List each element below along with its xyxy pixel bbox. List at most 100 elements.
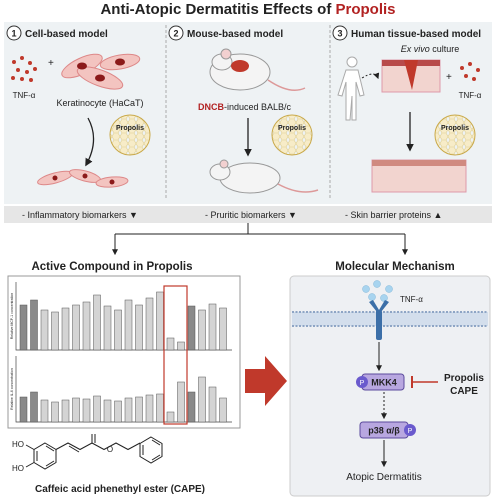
mini-chart-bars-part — [93, 395, 101, 423]
title-text: Anti-Atopic Dermatitis Effects of — [100, 1, 332, 18]
tnf-dots-part — [460, 66, 464, 70]
compound-name: Caffeic acid phenethyl ester (CAPE) — [35, 484, 205, 495]
mini-chart-bars-part — [72, 397, 80, 423]
axis-label: Relative IL-6 concentration — [10, 368, 14, 410]
atom-label: HO — [12, 440, 24, 449]
model-number: 1 — [11, 29, 16, 39]
mini-chart-bars-part — [19, 304, 28, 351]
culture-label: Ex vivo culture — [401, 44, 460, 54]
mini-chart-bars-part — [72, 304, 80, 351]
arrow — [361, 72, 380, 80]
tnf-dots-part — [468, 62, 472, 66]
stimulus-label: TNF-α — [459, 91, 482, 100]
mini-chart-bars-part — [219, 307, 227, 351]
mouse-icon-part — [219, 162, 281, 194]
mouse-icon-part — [231, 60, 249, 72]
keratinocytes-part — [115, 58, 125, 66]
phospho-badge — [356, 376, 368, 388]
mini-chart-bars-part — [61, 399, 70, 423]
number-badge — [332, 25, 348, 41]
tnf-dots-part — [472, 77, 476, 81]
wound — [404, 60, 418, 90]
mini-chart-bars-part — [40, 309, 49, 351]
mouse-icon-part — [267, 79, 306, 91]
highlight-box — [163, 285, 188, 425]
section-title: Molecular Mechanism — [335, 261, 455, 273]
treatment-label: Propolis — [116, 125, 144, 132]
mini-chart-bars-part — [103, 305, 112, 351]
mini-chart-bars-part — [19, 396, 28, 423]
keratinocytes — [61, 53, 141, 90]
cape-structure-part — [151, 454, 161, 461]
treated-cells — [37, 169, 129, 188]
human-icon-part — [346, 56, 358, 68]
mini-chart-bars — [19, 291, 227, 423]
atom-label: HO — [12, 464, 24, 473]
mini-chart-bars-part — [156, 393, 164, 423]
ligand-dots-part — [373, 280, 381, 288]
mini-chart-bars-part — [219, 397, 227, 423]
culture-italic: Ex vivo — [401, 44, 430, 54]
mini-chart-bars-part — [61, 307, 70, 351]
tnf-dots — [460, 62, 480, 81]
cape-structure-part — [139, 436, 163, 464]
model-number: 3 — [337, 29, 342, 39]
cape-structure-part — [45, 445, 55, 452]
tnf-dots-part — [476, 68, 480, 72]
plus: + — [446, 72, 452, 83]
mini-chart-bars-part — [145, 394, 154, 423]
keratinocytes-part — [95, 74, 105, 82]
mini-chart-bars-part — [40, 399, 49, 423]
propolis-icon — [434, 114, 476, 156]
cape-structure-part — [68, 445, 80, 453]
receptor-part — [379, 300, 389, 312]
receptor-part — [369, 300, 379, 312]
mini-chart-bars-part — [114, 309, 122, 351]
mini-chart-bars-part — [156, 291, 164, 351]
ligand-dots-part — [362, 285, 370, 293]
outcome: - Pruritic biomarkers ▼ — [205, 210, 297, 220]
mouse-icon-part — [219, 159, 229, 169]
mini-chart-bars-part — [51, 401, 59, 423]
treated-cells-part — [82, 173, 88, 179]
mouse-icon-part — [220, 48, 232, 60]
big-arrow — [245, 356, 287, 406]
tnf-dots-part — [29, 78, 33, 82]
mini-chart-bars-part — [51, 311, 59, 351]
mini-chart-bars-part — [124, 397, 133, 423]
mini-chart-bars-part — [82, 301, 91, 351]
receptor-part — [376, 310, 382, 340]
cape-structure-part — [151, 439, 161, 446]
mini-chart-bars-part — [30, 391, 38, 423]
treated-cells-part — [52, 175, 58, 181]
mini-chart-bars-part — [135, 304, 143, 351]
kinase-label: MKK4 — [371, 378, 397, 388]
cape-structure-part — [25, 444, 35, 450]
tnf-dots-part — [28, 61, 32, 65]
epidermis — [372, 160, 466, 166]
outcome: - Inflammatory biomarkers ▼ — [22, 210, 138, 220]
tnf-dots-part — [20, 77, 24, 81]
atom-label: O — [107, 445, 113, 454]
number-badge — [6, 25, 22, 41]
treatment-label: Propolis — [278, 125, 306, 132]
membrane — [292, 312, 488, 326]
phospho-badge — [404, 424, 416, 436]
mini-chart-bars-part — [198, 376, 206, 423]
mini-chart-bars-part — [208, 386, 217, 423]
cape-structure-part — [55, 442, 141, 451]
ligand-dots-part — [368, 293, 376, 301]
inducer: DNCB — [198, 102, 224, 112]
tnf-dots-part — [25, 70, 29, 74]
cell-label: Keratinocyte (HaCaT) — [56, 98, 143, 108]
mini-chart-bars-part — [82, 398, 91, 423]
receptor — [369, 300, 389, 340]
mouse-icon — [209, 159, 319, 194]
mouse-icon — [209, 48, 306, 91]
animal: -induced BALB/c — [224, 102, 292, 112]
axis-label: Relative MCP-1 concentration — [10, 293, 14, 340]
phospho-label: P — [408, 428, 413, 435]
title: Anti-Atopic Dermatitis Effects of Propol… — [100, 1, 395, 18]
outcome: - Skin barrier proteins ▲ — [345, 210, 442, 220]
